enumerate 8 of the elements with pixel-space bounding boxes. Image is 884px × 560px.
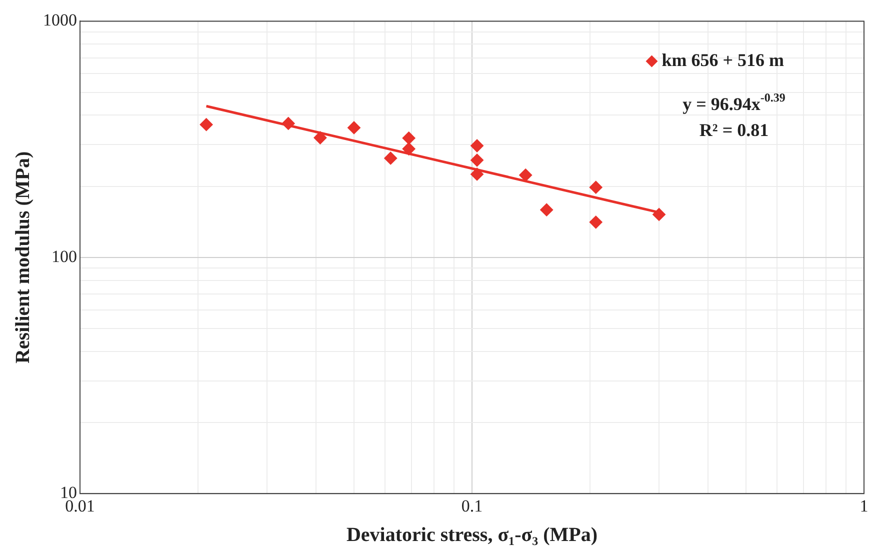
x-axis-title: Deviatoric stress, σ₁-σ₃ (MPa) (346, 524, 598, 546)
legend-label: km 656 + 516 m (662, 50, 784, 70)
x-tick-label: 0.1 (461, 496, 483, 516)
annotation: R² = 0.81 (699, 120, 769, 140)
x-tick-label: 1 (860, 496, 868, 516)
y-axis-title: Resilient modulus (MPa) (12, 151, 34, 364)
y-tick-label: 100 (52, 246, 77, 266)
y-tick-label: 1000 (43, 10, 77, 30)
